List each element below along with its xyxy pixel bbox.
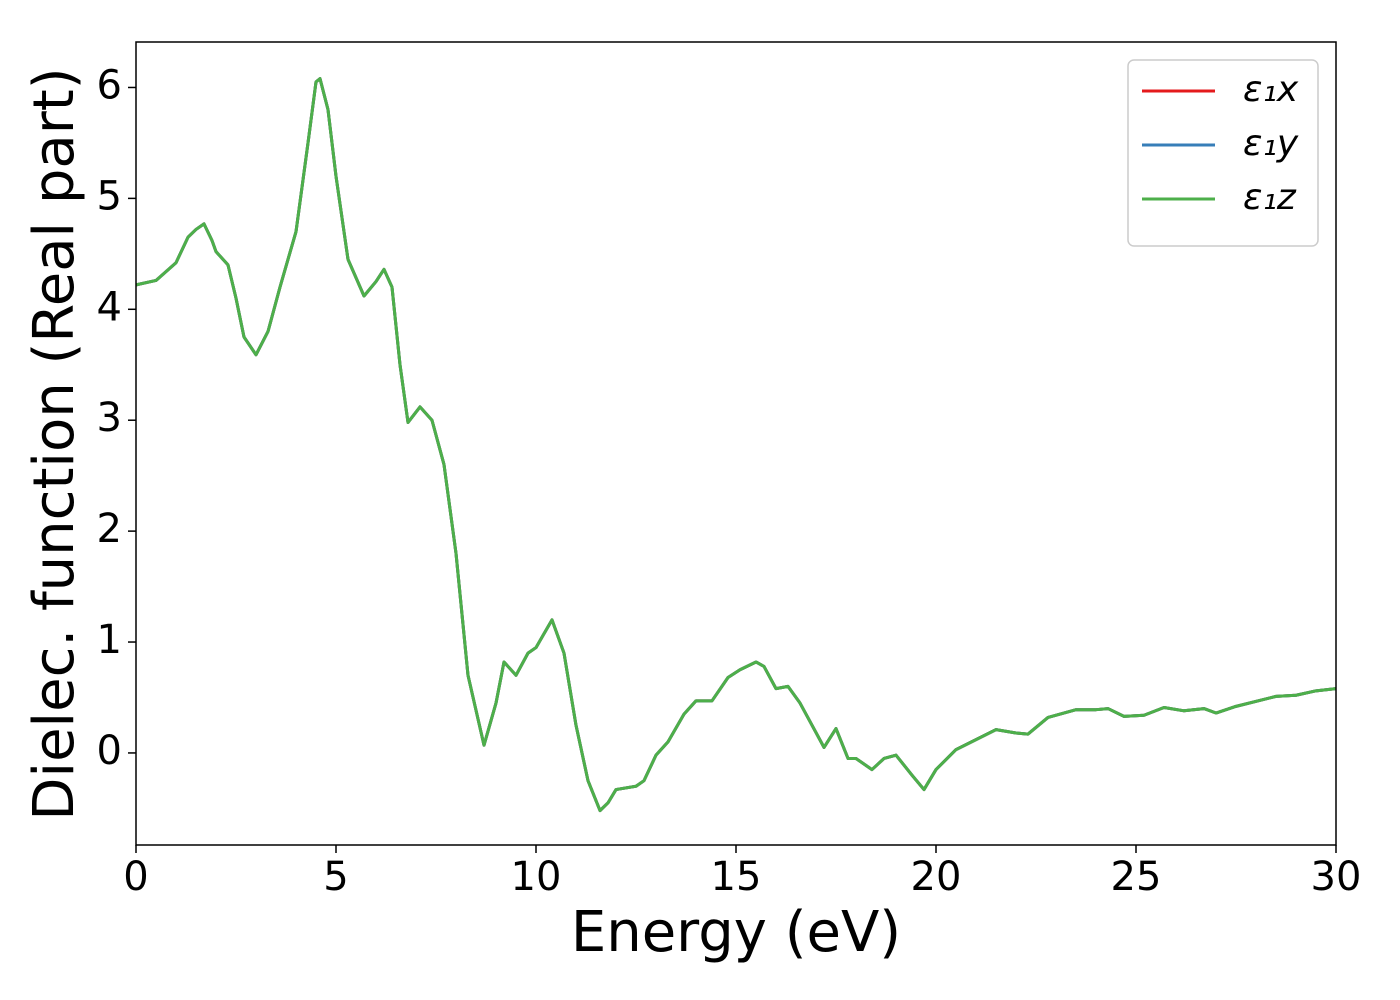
- y-tick-label: 3: [97, 395, 122, 441]
- plot-frame: [135, 41, 1337, 846]
- x-axis-label: Energy (eV): [571, 900, 901, 965]
- x-tick-label: 15: [711, 854, 762, 900]
- y-tick-label: 2: [97, 506, 122, 552]
- y-axis-label: Dielec. function (Real part): [22, 67, 87, 820]
- legend-label: ε₁z: [1243, 177, 1297, 218]
- y-tick-label: 6: [97, 62, 122, 108]
- x-tick-label: 0: [123, 854, 148, 900]
- line-series: [135, 77, 1337, 813]
- legend-label: ε₁x: [1243, 69, 1299, 110]
- y-tick-label: 1: [97, 617, 122, 663]
- x-tick-label: 30: [1311, 854, 1362, 900]
- legend-label: ε₁y: [1243, 123, 1299, 164]
- y-tick-label: 5: [97, 173, 122, 219]
- y-tick-label: 0: [97, 728, 122, 774]
- x-tick-label: 20: [911, 854, 962, 900]
- x-tick-label: 25: [1111, 854, 1162, 900]
- x-tick-label: 10: [511, 854, 562, 900]
- y-tick-label: 4: [97, 284, 122, 330]
- x-tick-label: 5: [323, 854, 348, 900]
